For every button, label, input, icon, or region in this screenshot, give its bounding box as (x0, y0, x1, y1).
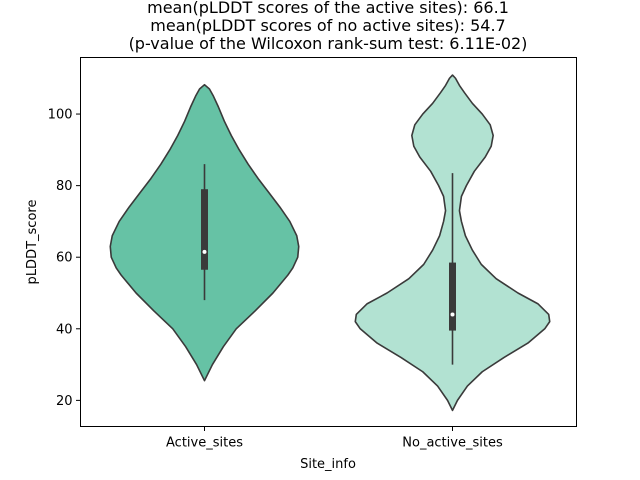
plot-frame (80, 57, 577, 427)
chart-title: mean(pLDDT scores of the active sites): … (129, 0, 528, 53)
title-line-3: (p-value of the Wilcoxon rank-sum test: … (129, 34, 528, 53)
y-tick-label: 60 (56, 251, 73, 266)
violin-median-point (202, 249, 207, 254)
y-axis-label: pLDDT_score (25, 200, 40, 285)
y-tick-label: 20 (56, 394, 73, 409)
violin-iqr-box (201, 189, 208, 270)
violin-iqr-box (449, 262, 456, 331)
y-axis: 20 40 60 80 100 (48, 108, 81, 409)
y-tick-label: 40 (56, 322, 73, 337)
y-tick-label: 100 (48, 108, 73, 123)
x-axis-label: Site_info (300, 457, 356, 472)
x-tick-label: No_active_sites (402, 436, 503, 451)
y-tick-label: 80 (56, 179, 73, 194)
title-line-2: mean(pLDDT scores of no active sites): 5… (150, 16, 505, 35)
title-line-1: mean(pLDDT scores of the active sites): … (147, 0, 509, 17)
x-tick-label: Active_sites (166, 436, 243, 451)
x-axis: Active_sites No_active_sites (166, 426, 503, 451)
violin-median-point (450, 312, 455, 317)
violins-layer (109, 74, 551, 412)
